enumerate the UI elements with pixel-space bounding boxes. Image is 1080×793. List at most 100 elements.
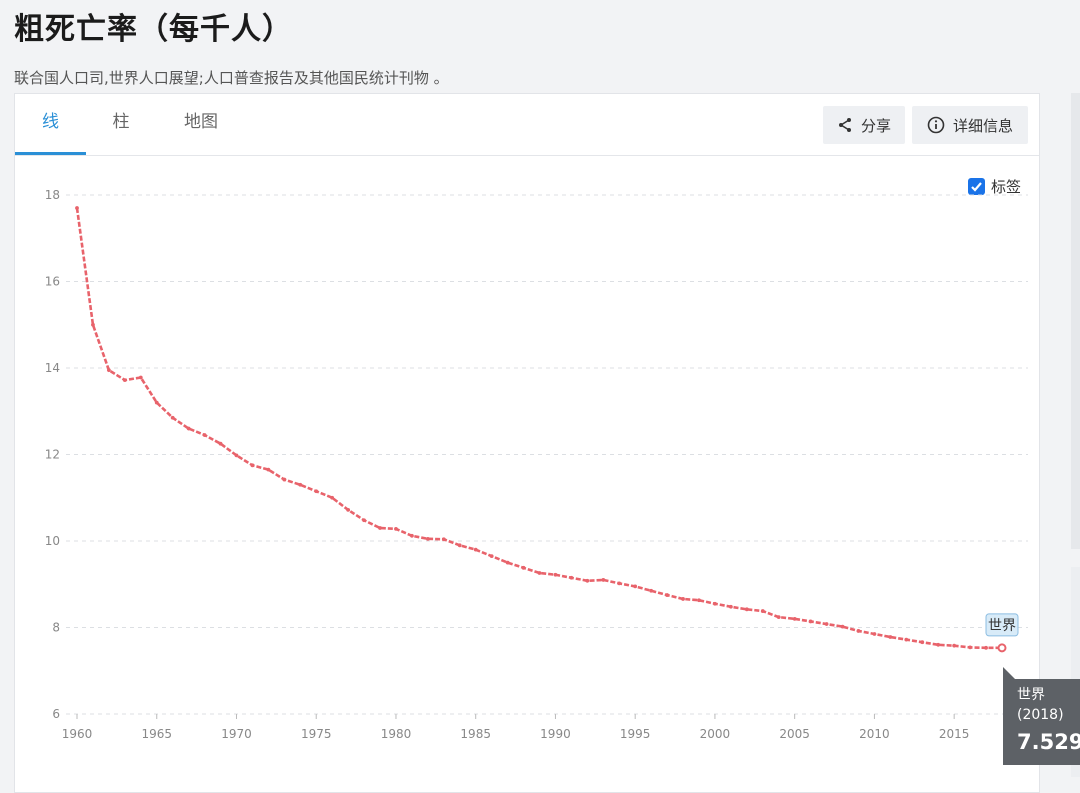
data-point	[633, 584, 638, 589]
data-point	[122, 378, 127, 383]
data-point	[314, 489, 319, 494]
source-note: 联合国人口司,世界人口展望;人口普查报告及其他国民统计刊物 。	[14, 69, 449, 87]
data-point	[649, 588, 654, 593]
share-icon	[838, 118, 851, 132]
data-point	[681, 597, 685, 601]
x-tick-label: 1995	[620, 727, 651, 741]
details-label: 详细信息	[952, 116, 1013, 135]
data-point	[282, 477, 287, 482]
data-point	[776, 615, 781, 620]
chart-card: 线 柱 地图 分享 详细信息 标签	[14, 93, 1040, 793]
data-point	[218, 441, 223, 446]
share-button[interactable]: 分享	[823, 106, 905, 144]
tab-line[interactable]: 线	[15, 94, 86, 155]
data-point	[856, 629, 861, 633]
y-tick-label: 18	[45, 188, 60, 202]
chart-series	[75, 206, 1007, 653]
series-end-label-box	[985, 613, 1019, 637]
y-tick-label: 8	[52, 621, 60, 635]
data-point	[936, 642, 941, 647]
data-point	[346, 507, 351, 512]
data-point	[553, 572, 558, 577]
x-tick-label: 1980	[381, 727, 412, 741]
labels-checkbox[interactable]	[967, 178, 985, 195]
data-point	[744, 607, 749, 612]
x-tick-label: 1990	[540, 727, 571, 741]
x-tick-label: 2015	[939, 727, 970, 741]
info-icon	[927, 116, 945, 134]
data-point	[537, 571, 542, 575]
data-point	[665, 593, 669, 597]
page-title: 粗死亡率（每千人）	[14, 12, 293, 47]
data-point	[410, 533, 414, 538]
x-tick-label: 1975	[301, 727, 332, 741]
series-end-label: 世界	[988, 618, 1016, 634]
details-button[interactable]: 详细信息	[912, 106, 1028, 144]
value-tooltip: 世界 (2018) 7.529	[1003, 667, 1080, 765]
data-point	[840, 624, 845, 629]
data-point	[234, 453, 239, 458]
tab-bar[interactable]: 柱	[112, 112, 130, 132]
data-point	[888, 635, 893, 639]
data-point	[298, 482, 303, 487]
x-tick-label: 2010	[859, 727, 890, 741]
data-point	[760, 609, 765, 613]
data-point	[186, 426, 191, 431]
data-point	[505, 560, 510, 565]
data-point	[473, 547, 478, 552]
y-tick-label: 10	[45, 534, 60, 548]
x-tick-label: 2005	[779, 727, 810, 741]
y-tick-label: 12	[45, 448, 60, 462]
tooltip-value: 7.529	[1017, 730, 1080, 754]
data-point	[728, 604, 733, 609]
data-point	[808, 619, 813, 624]
data-point	[489, 554, 494, 559]
data-point	[362, 518, 366, 523]
x-tick-label: 2000	[700, 727, 731, 741]
chart-end-labels: 世界	[985, 613, 1019, 637]
data-point	[569, 575, 574, 580]
view-tabs: 线 柱 地图	[15, 94, 1039, 156]
data-point	[697, 598, 701, 603]
data-point	[920, 640, 925, 645]
tooltip-series-name: 世界	[1017, 687, 1045, 703]
data-point	[968, 645, 973, 650]
y-tick-label: 14	[45, 361, 60, 375]
data-point	[585, 578, 590, 583]
chart-grid	[66, 194, 1028, 715]
data-point	[904, 637, 909, 642]
data-point	[872, 632, 877, 636]
side-panel-edge	[1071, 93, 1080, 549]
tooltip-year: (2018)	[1017, 707, 1064, 723]
data-point	[521, 565, 526, 570]
data-point	[425, 536, 430, 541]
data-point	[106, 368, 111, 373]
data-point	[441, 537, 446, 542]
data-point	[713, 601, 717, 606]
line-chart: 6 8 10 12 14 16 18 1960 1965 1970 1975 1980 1985 1990…	[45, 188, 1028, 741]
check-icon	[971, 182, 982, 192]
data-point	[170, 415, 175, 420]
data-point	[91, 322, 95, 327]
data-point	[266, 467, 271, 472]
data-point	[330, 495, 335, 500]
y-tick-label: 16	[45, 275, 60, 289]
labels-toggle[interactable]: 标签	[967, 176, 1021, 197]
labels-toggle-label: 标签	[990, 178, 1021, 196]
data-point	[952, 643, 957, 648]
data-point-highlight	[997, 643, 1007, 653]
y-tick-label: 6	[52, 707, 60, 721]
data-point	[457, 543, 462, 548]
data-point	[138, 375, 143, 380]
data-point	[824, 622, 829, 626]
data-point	[202, 433, 207, 437]
data-point	[617, 581, 622, 586]
data-point	[792, 616, 797, 621]
x-tick-label: 1965	[141, 727, 172, 741]
data-point	[601, 578, 606, 582]
x-tick-label: 1985	[460, 727, 491, 741]
data-point	[250, 463, 255, 468]
tab-map[interactable]: 地图	[184, 112, 218, 132]
share-label: 分享	[860, 116, 891, 135]
data-point	[378, 526, 382, 530]
